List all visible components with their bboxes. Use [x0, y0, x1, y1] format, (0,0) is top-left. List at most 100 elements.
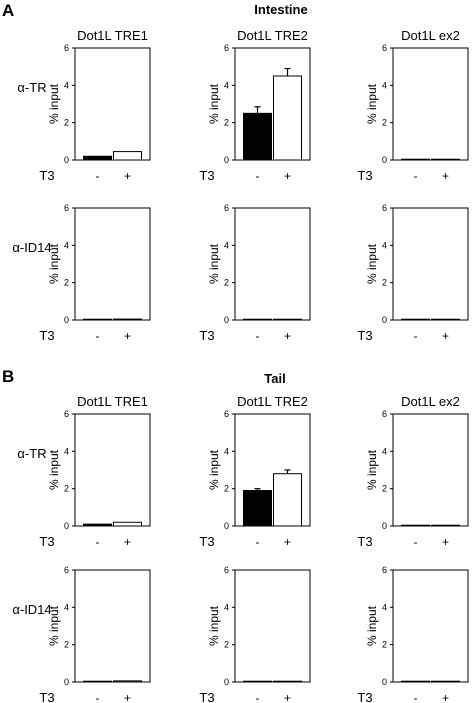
category-label: -: [414, 535, 418, 549]
panel-a-letter: A: [2, 1, 14, 20]
plot-frame: [234, 47, 311, 161]
x-axis-label: T3: [199, 168, 214, 183]
category-label: -: [414, 691, 418, 703]
chart-10: α-ID14% input 0 2 4 6 T3 - +: [12, 565, 151, 703]
y-tick-label: 4: [64, 446, 69, 456]
y-axis-label: % input: [365, 83, 379, 124]
bar-plus-t3: [113, 680, 142, 683]
chart-11: % input 0 2 4 6 T3 - +: [199, 565, 311, 703]
y-tick-label: 4: [64, 602, 69, 612]
y-tick-label: 0: [224, 677, 229, 687]
category-label: +: [284, 169, 291, 183]
y-axis-label: % input: [47, 83, 61, 124]
y-tick-label: 2: [64, 278, 69, 288]
chart-title: Dot1L TRE2: [237, 394, 308, 409]
bar-minus-t3: [243, 680, 272, 683]
y-tick-label: 4: [382, 446, 387, 456]
plot-frame: [234, 569, 311, 683]
y-tick-label: 6: [382, 409, 387, 419]
chart-title: Dot1L ex2: [401, 394, 460, 409]
category-label: +: [284, 691, 291, 703]
plot-frame: [392, 413, 469, 527]
category-label: -: [256, 535, 260, 549]
bar-plus-t3: [113, 318, 142, 321]
x-axis-label: T3: [199, 534, 214, 549]
row-label: α-ID14: [12, 240, 51, 255]
category-label: +: [284, 535, 291, 549]
bar-plus-t3: [273, 75, 302, 161]
y-axis-label: % input: [365, 243, 379, 284]
y-tick-label: 4: [224, 602, 229, 612]
chart-title: Dot1L TRE1: [77, 28, 148, 43]
category-label: -: [256, 691, 260, 703]
row-label: α-ID14: [12, 602, 51, 617]
y-tick-label: 0: [224, 155, 229, 165]
bar-minus-t3: [243, 112, 272, 161]
plot-frame: [392, 207, 469, 321]
x-axis-label: T3: [199, 690, 214, 703]
y-tick-label: 6: [64, 565, 69, 575]
category-label: +: [284, 329, 291, 343]
category-label: +: [124, 691, 131, 703]
y-tick-label: 6: [382, 203, 387, 213]
category-label: +: [124, 329, 131, 343]
chart-1: Dot1L TRE1 α-TR% input 0 2 4 6 T3 - +: [17, 28, 151, 183]
category-label: +: [442, 691, 449, 703]
y-axis-label: % input: [207, 605, 221, 646]
y-tick-label: 2: [382, 118, 387, 128]
y-tick-label: 0: [382, 521, 387, 531]
bar-plus-t3: [431, 524, 460, 527]
y-tick-label: 0: [382, 677, 387, 687]
bar-minus-t3: [83, 523, 112, 527]
plot-frame: [392, 47, 469, 161]
panel-b-letter: B: [2, 367, 14, 386]
y-tick-label: 0: [64, 315, 69, 325]
chart-2: Dot1L TRE2 % input 0 2 4 6 T3 - +: [199, 28, 311, 183]
panel-b: B Tail: [2, 367, 286, 386]
y-tick-label: 2: [64, 640, 69, 650]
row-label: α-TR: [17, 80, 46, 95]
x-axis-label: T3: [357, 690, 372, 703]
y-axis-label: % input: [365, 449, 379, 490]
y-tick-label: 2: [382, 484, 387, 494]
y-tick-label: 0: [382, 155, 387, 165]
category-label: +: [124, 169, 131, 183]
bar-plus-t3: [273, 473, 302, 527]
bar-minus-t3: [401, 524, 430, 527]
category-label: -: [96, 535, 100, 549]
chart-5: % input 0 2 4 6 T3 - +: [199, 203, 311, 343]
x-axis-label: T3: [39, 690, 54, 703]
category-label: +: [442, 535, 449, 549]
bar-minus-t3: [401, 158, 430, 161]
x-axis-label: T3: [39, 534, 54, 549]
y-tick-label: 2: [64, 484, 69, 494]
plot-frame: [74, 413, 151, 527]
plot-frame: [74, 569, 151, 683]
plot-frame: [234, 207, 311, 321]
plot-frame: [74, 207, 151, 321]
bar-minus-t3: [401, 318, 430, 321]
bar-plus-t3: [273, 680, 302, 683]
category-label: -: [96, 691, 100, 703]
bar-minus-t3: [83, 318, 112, 321]
y-tick-label: 0: [382, 315, 387, 325]
y-axis-label: % input: [207, 449, 221, 490]
bar-minus-t3: [243, 318, 272, 321]
x-axis-label: T3: [357, 328, 372, 343]
y-tick-label: 6: [64, 203, 69, 213]
category-label: -: [96, 329, 100, 343]
y-axis-label: % input: [365, 605, 379, 646]
y-tick-label: 0: [64, 155, 69, 165]
panel-b-title: Tail: [264, 371, 285, 386]
bar-minus-t3: [83, 155, 112, 161]
chart-3: Dot1L ex2 % input 0 2 4 6 T3 - +: [357, 28, 469, 183]
bar-plus-t3: [273, 318, 302, 321]
y-tick-label: 6: [224, 409, 229, 419]
y-tick-label: 6: [224, 203, 229, 213]
y-tick-label: 4: [64, 80, 69, 90]
panel-a: A Intestine: [2, 1, 308, 20]
y-tick-label: 2: [224, 640, 229, 650]
y-tick-label: 4: [382, 80, 387, 90]
